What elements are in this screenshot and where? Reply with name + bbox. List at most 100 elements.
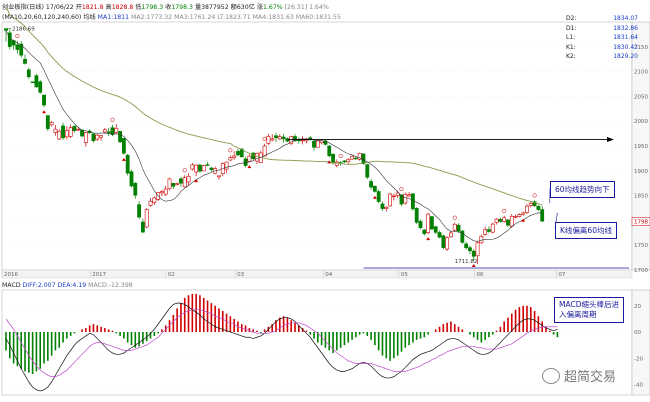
extra-value: [26.31] 1.64%	[284, 4, 329, 11]
min-price-label: 1711.82	[455, 259, 478, 265]
candle-body	[163, 188, 168, 195]
candle-body	[274, 135, 278, 139]
candle-body	[449, 232, 453, 238]
candle-body	[144, 209, 149, 228]
signal-triangle-icon	[426, 237, 431, 241]
candle-body	[95, 134, 100, 140]
candle-body	[403, 193, 408, 204]
candle-body	[331, 154, 335, 164]
candle-body	[365, 164, 370, 178]
macd-dea-line	[5, 309, 558, 377]
macd-axis-strip	[631, 289, 650, 396]
candle-body	[53, 128, 58, 133]
candle-body	[129, 171, 134, 187]
signal-circle-icon	[182, 168, 187, 173]
open-label: 开	[75, 4, 82, 11]
candle-body	[414, 208, 419, 223]
date-tick-label: 06	[477, 272, 484, 278]
candle-body	[517, 214, 522, 217]
candle-body	[483, 229, 488, 235]
price-tick-label: 1900	[634, 169, 648, 175]
candle-body	[23, 58, 27, 64]
candle-body	[224, 161, 229, 170]
candle-body	[342, 160, 347, 163]
candle-body	[475, 242, 480, 257]
candle-body	[68, 127, 73, 137]
current-price-label: 1798	[634, 219, 648, 225]
candle-body	[160, 191, 164, 194]
candle-body	[334, 161, 339, 166]
candle-body	[247, 155, 252, 162]
candle-body	[357, 153, 362, 160]
candle-body	[194, 164, 199, 173]
signal-triangle-icon	[521, 218, 526, 222]
candle-body	[34, 75, 39, 88]
candle-body	[182, 177, 187, 188]
date-tick-label: 05	[401, 272, 408, 278]
candle-body	[464, 243, 469, 249]
candle-body	[49, 122, 54, 126]
quote-date: 17/06/22	[45, 4, 74, 11]
candle-body	[376, 191, 381, 202]
candle-body	[498, 219, 503, 222]
candle-body	[346, 159, 351, 163]
price-axis-strip	[631, 21, 650, 271]
candle-body	[289, 136, 294, 144]
signal-triangle-icon	[327, 160, 332, 164]
candle-body	[4, 28, 8, 31]
candle-body	[266, 136, 271, 144]
candle-body	[502, 217, 507, 222]
candle-body	[300, 139, 305, 142]
ma-params: (MA10,20,60,120,240,60)	[2, 14, 82, 21]
watermark-text: 超简交易	[564, 370, 617, 385]
candle-body	[57, 130, 62, 140]
candle-body	[411, 193, 415, 210]
signal-triangle-icon	[42, 110, 47, 114]
signal-triangle-icon	[471, 264, 476, 268]
candle-body	[167, 178, 172, 190]
macd-tick-label: -40	[634, 383, 643, 389]
candle-body	[445, 237, 450, 250]
ma10-line	[5, 30, 543, 242]
candle-body	[118, 131, 122, 143]
instrument-name: 创业板指(日线)	[2, 4, 44, 11]
amount-value: 630亿	[236, 4, 255, 11]
price-tick-label: 2100	[634, 70, 648, 76]
candle-body	[179, 178, 183, 184]
indicator-row: D2: 1834.07	[566, 15, 638, 22]
amount-label: 额	[230, 4, 237, 11]
date-tick-label: 2016	[4, 272, 18, 278]
candle-body	[106, 131, 111, 134]
macd-annotation: MACD缩头棒后进 入偏离周期	[554, 297, 624, 323]
candle-body	[277, 136, 282, 140]
candle-body	[437, 232, 442, 238]
candle-body	[315, 140, 320, 148]
low-label: 低	[135, 4, 142, 11]
candle-body	[353, 157, 358, 160]
candle-body	[80, 129, 84, 137]
price-tick-label: 1750	[634, 243, 648, 249]
candle-body	[209, 167, 214, 170]
signal-circle-icon	[502, 208, 507, 213]
candle-body	[532, 201, 537, 207]
macd-dif-line	[5, 302, 558, 392]
candle-body	[236, 151, 240, 156]
trend-annotation: 60均线趋势向下	[550, 181, 615, 198]
candle-body	[190, 164, 195, 170]
candle-body	[426, 213, 431, 233]
candle-body	[64, 130, 69, 138]
price-tick-label: 2050	[634, 94, 648, 100]
candle-body	[186, 176, 191, 183]
candle-body	[228, 157, 233, 161]
candle-body	[407, 194, 411, 197]
signal-circle-icon	[452, 215, 457, 220]
signal-circle-icon	[110, 117, 115, 122]
candle-body	[479, 235, 484, 244]
ma-label-4: LT:1823.71	[217, 14, 251, 21]
candle-body	[468, 247, 472, 252]
date-tick-label: 07	[558, 272, 565, 278]
candle-body	[513, 216, 518, 218]
candle-body	[148, 200, 153, 206]
price-tick-label: 2150	[634, 45, 648, 51]
candle-body	[494, 218, 499, 223]
